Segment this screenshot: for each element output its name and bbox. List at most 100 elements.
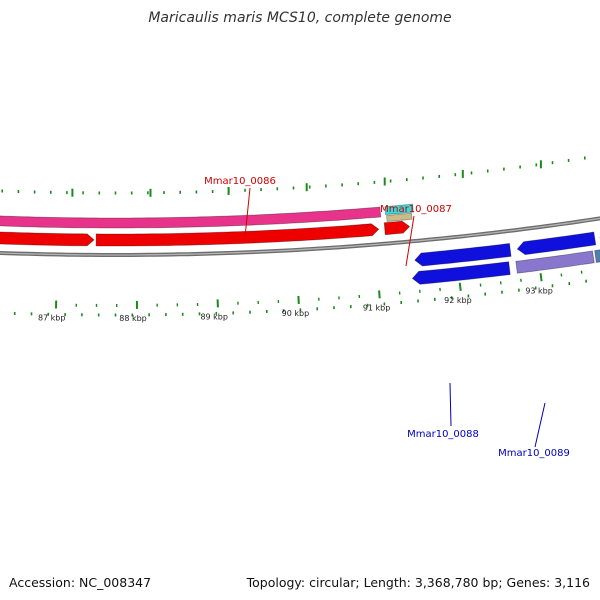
track-tick-upper [305,183,308,192]
track-dot-upper [389,179,392,183]
gene-labels: Mmar10_0086 Mmar10_0087 Mmar10_0088 Mmar10_… [204,176,570,459]
track-dot-upper [406,178,408,182]
gene-feature-tan [386,212,413,222]
gene-label-mmar10_0086: Mmar10_0086 [204,176,276,187]
track-dot-lower [30,312,33,316]
genome-title: Maricaulis maris MCS10, complete genome [148,10,452,26]
track-tick-upper [539,160,542,169]
track-dot-lower [64,313,66,317]
gene-label-leader [405,215,415,267]
gene-label-leader [534,402,546,448]
track-dot-lower [585,279,587,283]
gene-label-mmar10_0087: Mmar10_0087 [380,204,452,215]
track-dot-upper [33,190,36,194]
track-dot-upper [503,167,505,171]
track-dot-upper [341,183,343,187]
kbp-tick-label: 90 kbp [282,309,310,318]
track-dot-lower [266,310,268,313]
track-dot-lower [534,286,537,290]
gene-feature-blue-a [414,242,512,267]
track-dot-upper [147,191,149,195]
track-dot-lower [148,313,150,317]
track-dot-lower [81,313,83,317]
gene-feature-purple [515,250,595,274]
gene-feature-steel [594,249,600,263]
kbp-tick-label: 88 kbp [119,314,147,323]
track-dot-lower [518,288,520,292]
gene-label-leader [244,187,251,238]
track-dot-lower [551,284,554,288]
kbp-axis: 87 kbp 88 kbp 89 kbp 90 kbp 91 kbp 92 kbp 93 k… [38,270,583,323]
track-dot-lower [198,312,201,316]
track-dot-upper [438,174,440,178]
track-dot-lower [450,296,453,300]
track-dot-lower [417,299,419,303]
track-dot-lower [181,312,184,316]
track-dot-upper [98,191,101,195]
track-tick-upper [461,169,464,178]
track-dot-upper [486,169,489,173]
track-dot-lower [484,292,486,296]
track-dot-lower [467,294,470,298]
track-dot-upper [357,182,359,186]
track-dot-upper [519,165,521,169]
track-dot-lower [383,302,386,306]
track-dot-upper [276,187,279,191]
track-dot-lower [350,305,352,309]
gene-feature-red [95,223,380,247]
track-dot-lower [131,313,134,317]
track-dot-upper [66,191,68,195]
track-tick-upper [227,187,230,195]
kbp-tick-label: 87 kbp [38,313,66,322]
feature-track-dots [1,156,587,317]
track-dot-upper [470,171,473,175]
track-dot-upper [292,186,295,190]
track-dot-upper [535,163,538,167]
track-dot-lower [165,313,167,317]
track-tick-upper [383,177,386,186]
track-dot-lower [568,282,571,285]
kbp-tick-label: 91 kbp [363,304,391,313]
gene-features [0,203,600,285]
track-dot-lower [501,290,503,294]
track-dot-upper [179,190,181,194]
track-dot-upper [325,184,327,188]
accession-text: Accession: NC_008347 [9,575,152,590]
gene-feature-pink [0,206,382,229]
track-dot-upper [50,190,52,194]
track-dot-upper [308,185,311,189]
track-dot-upper [454,173,457,177]
kbp-tick-92 [458,282,462,291]
track-dot-upper [82,191,84,195]
gene-feature-red-left [0,231,95,247]
track-dot-upper [422,176,424,180]
track-dot-upper [211,190,214,193]
gene-label-leader [449,382,452,427]
kbp-tick-label: 92 kbp [444,296,472,305]
track-dot-upper [195,190,198,194]
track-dot-upper [114,191,117,195]
track-dot-lower [333,306,335,310]
track-dot-upper [373,180,376,184]
kbp-tick-93 [539,273,543,282]
track-tick-upper [71,188,74,197]
track-dot-upper [584,156,586,160]
gene-label-mmar10_0089: Mmar10_0089 [498,448,570,459]
track-dot-lower [434,297,436,301]
gene-feature-cyan [384,203,414,216]
track-dot-lower [316,307,318,311]
track-dot-lower [366,303,369,307]
gene-label-mmar10_0088: Mmar10_0088 [407,429,479,440]
track-dot-upper [17,190,20,193]
track-dot-lower [299,308,302,312]
track-dot-lower [232,311,234,315]
genome-backbone [0,216,600,257]
kbp-tick-label: 89 kbp [200,313,228,322]
track-dot-lower [249,310,251,314]
track-dot-lower [13,312,16,315]
track-dot-lower [114,313,117,317]
track-dot-lower [47,312,50,316]
genome-summary-text: Topology: circular; Length: 3,368,780 bp… [246,575,590,590]
track-tick-upper [149,188,152,197]
